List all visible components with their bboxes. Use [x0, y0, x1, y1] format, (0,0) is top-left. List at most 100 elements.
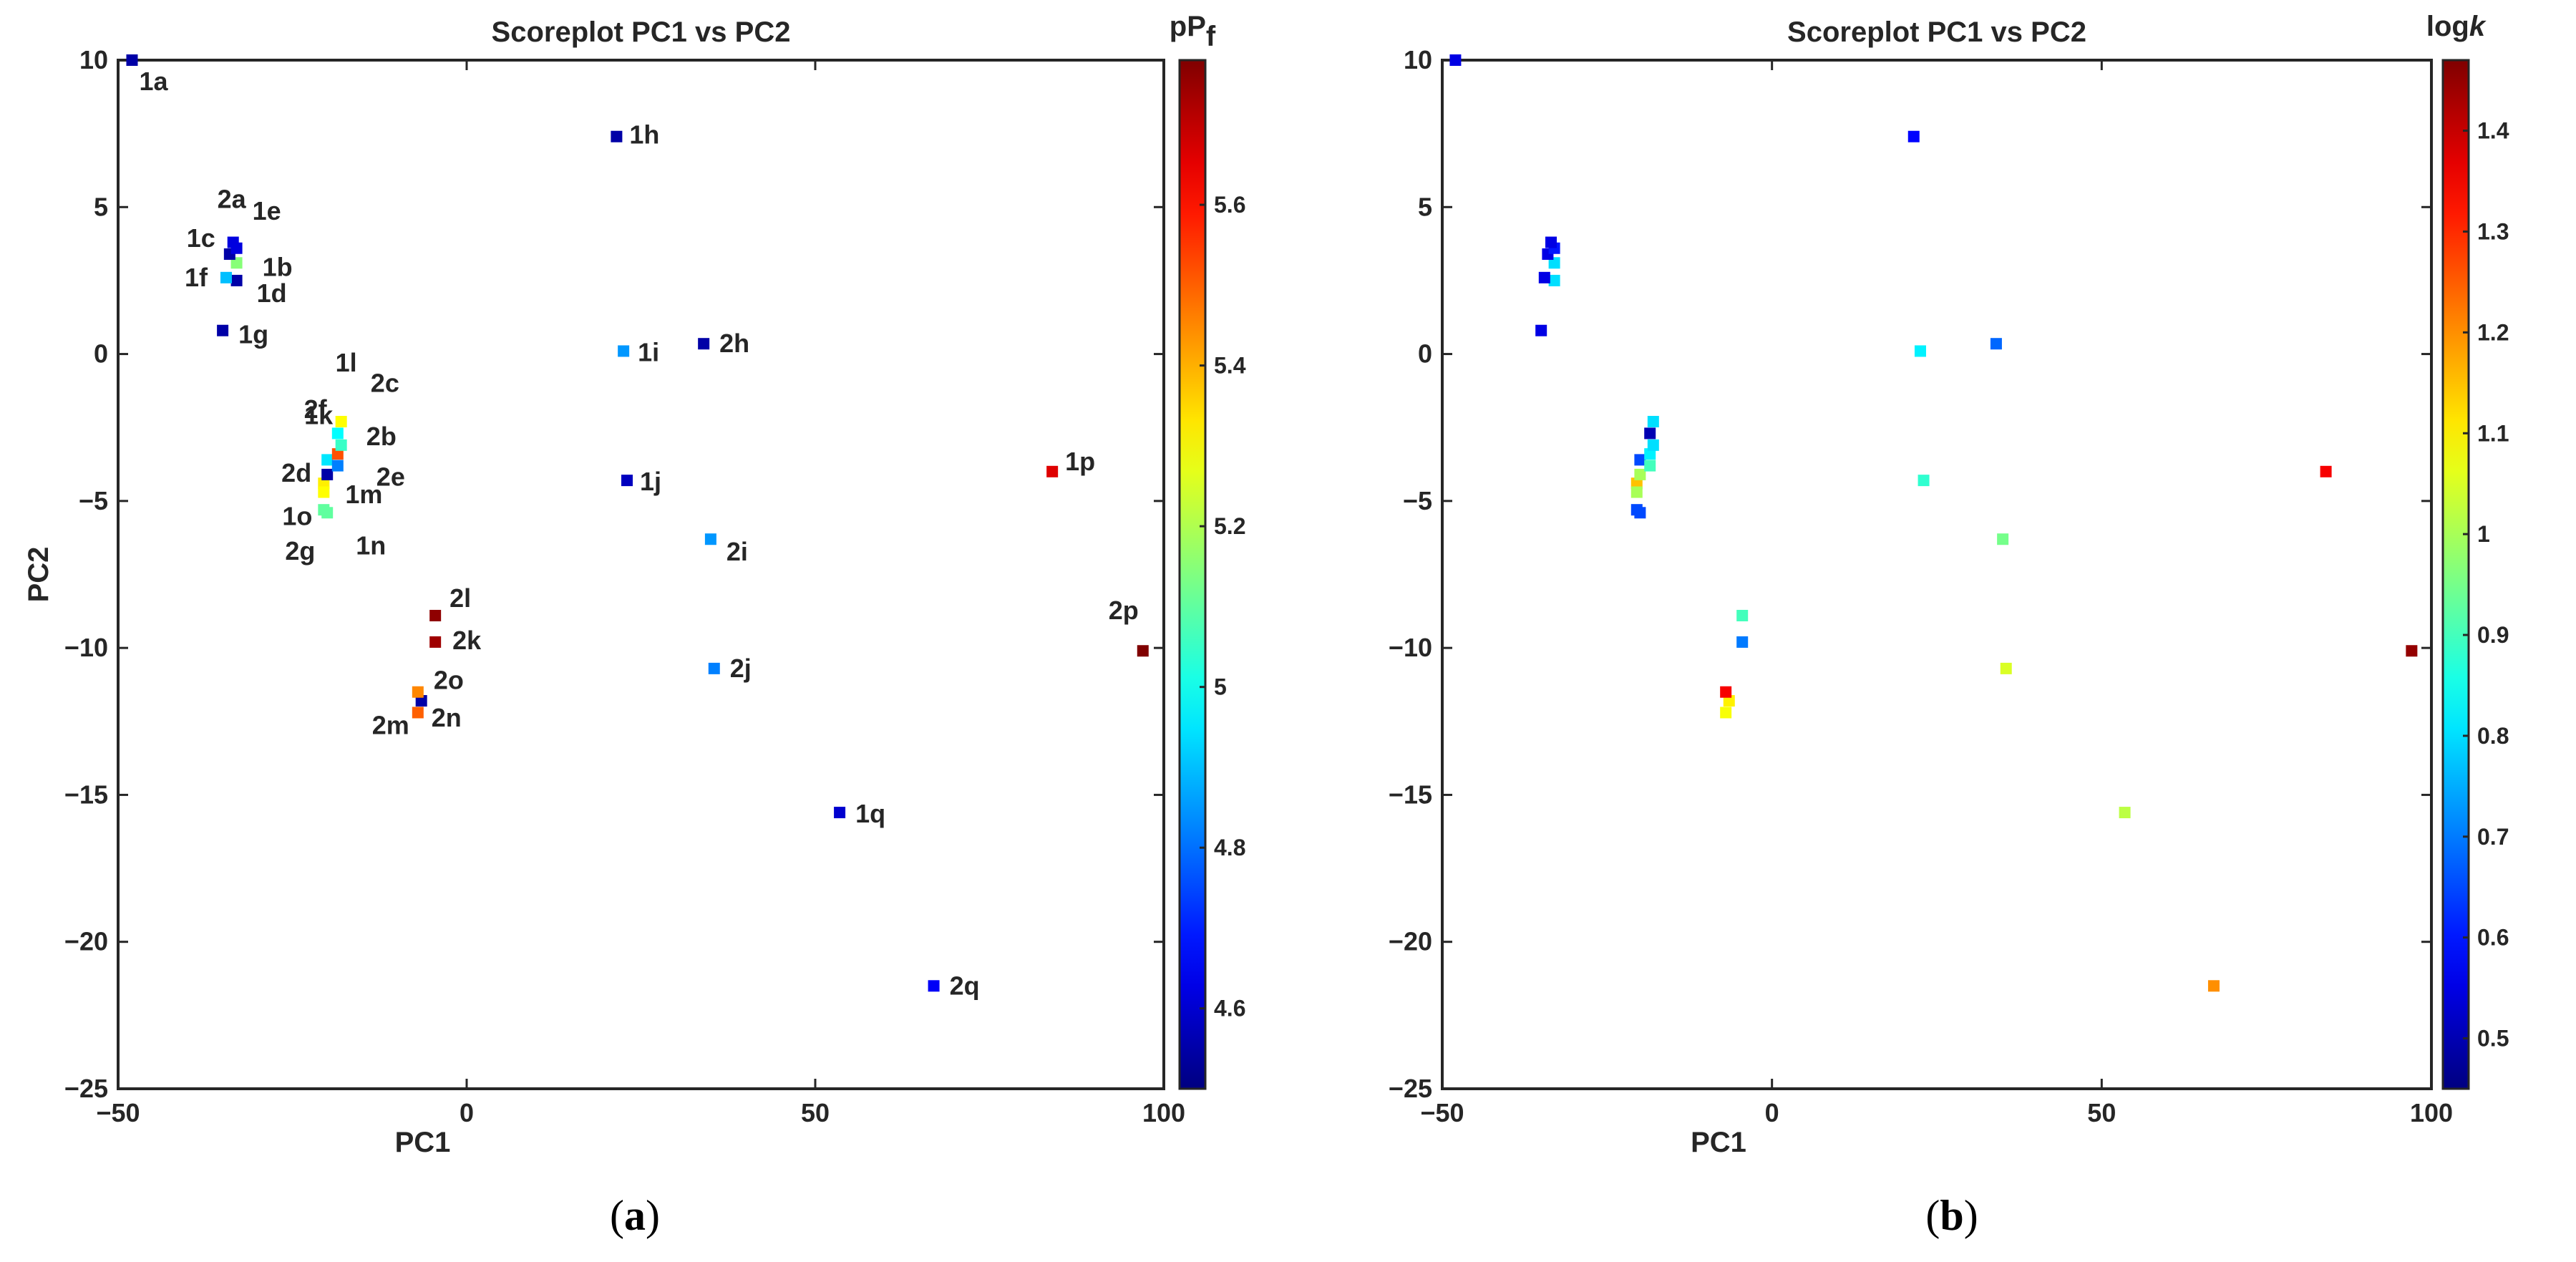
data-point-1q [2119, 807, 2131, 819]
point-label-1g: 1g [238, 320, 268, 349]
point-label-2j: 2j [730, 654, 752, 683]
colorbar-tick-label: 1.1 [2477, 420, 2509, 446]
data-point-1i [1914, 345, 1926, 357]
colorbar-tick-label: 4.8 [1214, 835, 1245, 860]
x-tick-label: 100 [1142, 1098, 1185, 1127]
panel-label-letter: a [624, 1192, 646, 1239]
point-label-1q: 1q [855, 799, 885, 828]
colorbar-tick-label: 1.4 [2477, 118, 2509, 144]
data-point-1a [1449, 54, 1462, 66]
point-label-2b: 2b [366, 422, 397, 451]
point-label-2e: 2e [376, 462, 405, 492]
data-point-2l [1736, 609, 1749, 621]
colorbar-label: pPf [1170, 11, 1216, 52]
data-point-1d [230, 274, 243, 286]
data-point-2l [429, 609, 442, 621]
data-point-1l [335, 416, 347, 428]
point-label-2o: 2o [434, 666, 464, 695]
y-tick-label: −15 [64, 780, 108, 809]
point-label-1c: 1c [187, 223, 215, 253]
point-label-1h: 1h [629, 120, 659, 150]
panel-label-close: ) [646, 1192, 660, 1239]
x-axis-label: PC1 [1691, 1127, 1746, 1158]
data-point-2j [2000, 662, 2012, 674]
data-point-2o [1720, 686, 1732, 698]
data-point-1m [1630, 477, 1643, 490]
data-point-1k [1634, 454, 1646, 466]
x-tick-label: −50 [96, 1098, 140, 1127]
data-point-2g [318, 504, 330, 516]
data-point-1b [1548, 257, 1560, 269]
plot-area [1441, 59, 2433, 1090]
chart-title: Scoreplot PC1 vs PC2 [492, 16, 791, 48]
point-label-1m: 1m [345, 480, 382, 509]
data-point-2j [708, 662, 720, 674]
point-label-1d: 1d [257, 278, 287, 308]
y-tick-label: 0 [1418, 339, 1432, 369]
y-tick-label: 10 [79, 45, 108, 74]
colorbar-tick-label: 5.4 [1214, 353, 1246, 379]
data-point-1q [834, 807, 846, 819]
data-point-1h [1907, 130, 1920, 142]
y-tick-label: −5 [79, 486, 108, 515]
colorbar [1178, 59, 1207, 1090]
plot-area [117, 59, 1165, 1090]
data-point-1k [321, 454, 334, 466]
data-point-1d [1548, 274, 1560, 286]
data-point-2q [2207, 980, 2220, 992]
colorbar-label-sub: f [1206, 21, 1216, 52]
point-label-2g: 2g [285, 536, 315, 566]
scatter-panel-b: Scoreplot PC1 vs PC2−50 0 50 100−25−20−15−1… [1389, 11, 2509, 1239]
data-point-2q [928, 980, 940, 992]
point-label-1j: 1j [640, 467, 661, 496]
data-point-1m [318, 477, 330, 490]
data-point-1o [318, 486, 330, 498]
x-tick-label: −50 [1420, 1098, 1464, 1127]
data-point-2b [331, 448, 344, 460]
data-point-1f [220, 271, 232, 283]
colorbar-tick-label: 4.6 [1214, 996, 1245, 1021]
data-point-2i [1997, 533, 2009, 545]
data-point-2m [1720, 707, 1732, 719]
point-label-2p: 2p [1109, 596, 1139, 625]
colorbar-tick-label: 1 [2477, 521, 2490, 547]
y-axis-label: PC2 [23, 547, 54, 603]
data-point-2o [412, 686, 424, 698]
data-point-2h [1990, 338, 2002, 350]
data-point-2n [415, 695, 427, 707]
data-point-1b [230, 257, 243, 269]
point-label-2i: 2i [726, 537, 748, 566]
point-label-1b: 1b [263, 252, 293, 281]
data-point-2i [704, 533, 716, 545]
y-tick-label: −25 [1389, 1074, 1432, 1103]
colorbar-tick-label: 5 [1214, 674, 1227, 700]
x-tick-label: 50 [2087, 1098, 2116, 1127]
colorbar-tick-label: 5.6 [1214, 192, 1245, 218]
data-point-2c [331, 427, 344, 440]
y-tick-label: −10 [1389, 633, 1432, 662]
panel-label-letter: b [1940, 1192, 1963, 1239]
point-label-1o: 1o [282, 502, 312, 531]
data-point-2e [331, 460, 344, 472]
y-tick-label: 5 [94, 192, 108, 221]
colorbar-tick-label: 0.7 [2477, 824, 2509, 850]
point-label-2n: 2n [432, 703, 462, 732]
data-point-1j [621, 475, 633, 487]
chart-title: Scoreplot PC1 vs PC2 [1787, 16, 2086, 48]
data-point-2d [321, 468, 334, 480]
data-point-1o [1630, 486, 1643, 498]
y-tick-label: 10 [1404, 45, 1432, 74]
point-label-1n: 1n [356, 530, 386, 560]
point-label-2h: 2h [719, 329, 749, 358]
data-point-2b [1644, 448, 1656, 460]
colorbar-tick-label: 5.2 [1214, 513, 1245, 539]
point-label-2m: 2m [372, 710, 409, 739]
data-point-2p [1137, 645, 1149, 657]
data-point-1g [1535, 324, 1547, 336]
y-tick-label: 5 [1418, 192, 1432, 221]
data-point-2f [335, 439, 347, 451]
colorbar-label-sub: k [2469, 11, 2487, 42]
colorbar-tick-label: 0.9 [2477, 622, 2509, 648]
point-label-1p: 1p [1065, 447, 1095, 476]
